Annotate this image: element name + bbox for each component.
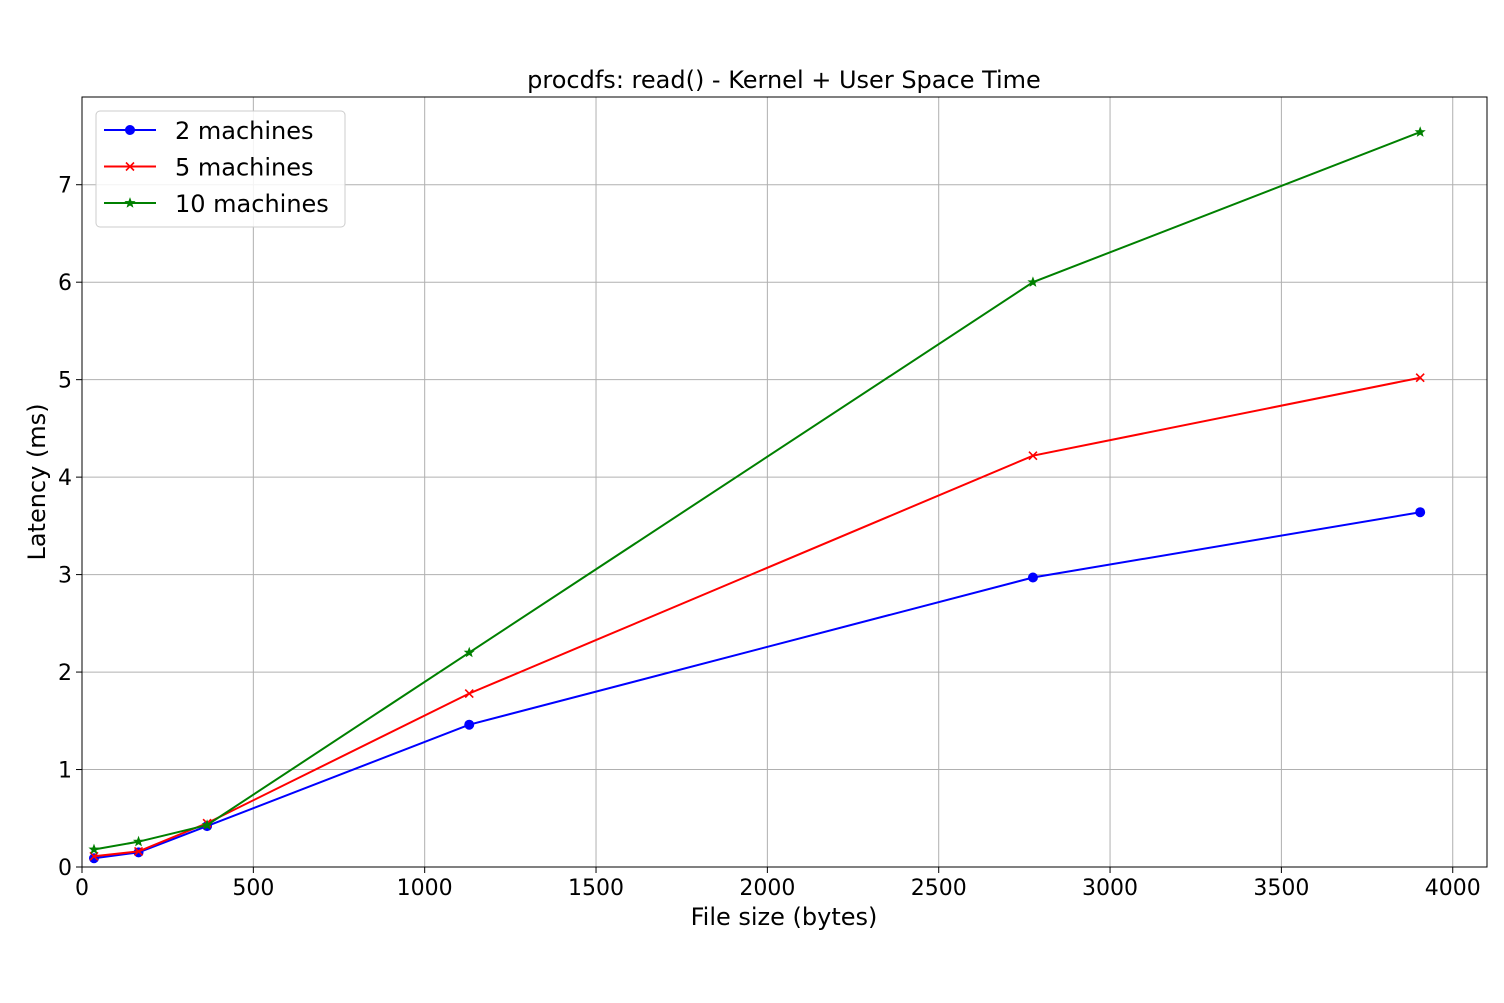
x-tick-label: 4000 [1425, 876, 1481, 901]
x-tick-label: 0 [75, 876, 89, 901]
y-tick-label: 7 [58, 174, 72, 199]
data-point [463, 646, 475, 658]
x-tick-label: 500 [232, 876, 274, 901]
legend-item: 2 machines [104, 117, 314, 145]
series-line [93, 376, 1421, 858]
x-tick-label: 3000 [1082, 876, 1138, 901]
y-tick-label: 5 [58, 369, 72, 394]
x-tick-label: 2000 [739, 876, 795, 901]
y-tick-label: 2 [58, 661, 72, 686]
data-point [1027, 572, 1038, 583]
x-tick-label: 3500 [1253, 876, 1309, 901]
series-3 [88, 126, 1426, 855]
data-point [88, 843, 100, 855]
data-point [133, 846, 144, 856]
legend-label: 10 machines [175, 190, 329, 218]
axis-ticks: 0 500 1000 1500 2000 2500 3000 3500 4000 0 1 2 3 4 5 6 7 [58, 174, 1481, 901]
y-tick-label: 1 [58, 759, 72, 784]
legend-marker [125, 161, 135, 172]
data-point [1028, 451, 1038, 461]
legend-marker [125, 125, 135, 135]
series-line [93, 131, 1421, 851]
legend-label: 2 machines [175, 117, 314, 145]
legend: 2 machines 5 machines 10 machines [95, 110, 346, 228]
legend-marker [124, 197, 136, 208]
legend-label: 5 machines [175, 154, 314, 182]
data-point [1414, 126, 1426, 137]
series-2 [89, 373, 1425, 861]
data-point [1027, 276, 1039, 287]
legend-item: 5 machines [104, 154, 314, 182]
legend-box [95, 110, 346, 228]
series-line [93, 511, 1421, 860]
data-point [464, 688, 474, 699]
x-tick-label: 1500 [568, 876, 624, 901]
x-tick-label: 2500 [911, 876, 967, 901]
x-axis-label: File size (bytes) [691, 903, 878, 931]
series-layer [88, 126, 1426, 864]
data-point [132, 835, 145, 847]
data-point [464, 719, 475, 730]
y-tick-label: 4 [58, 466, 72, 491]
series-1 [88, 507, 1426, 864]
y-tick-label: 3 [58, 564, 72, 589]
x-tick-label: 1000 [397, 876, 453, 901]
y-tick-label: 6 [58, 271, 72, 296]
chart-title: procdfs: read() - Kernel + User Space Ti… [527, 66, 1041, 94]
y-axis-label: Latency (ms) [23, 403, 51, 560]
plot-frame [81, 96, 1488, 868]
data-point [1415, 373, 1425, 383]
data-point [1415, 507, 1426, 518]
data-point [201, 819, 213, 830]
legend-item: 10 machines [104, 190, 329, 218]
y-tick-label: 0 [58, 856, 72, 881]
